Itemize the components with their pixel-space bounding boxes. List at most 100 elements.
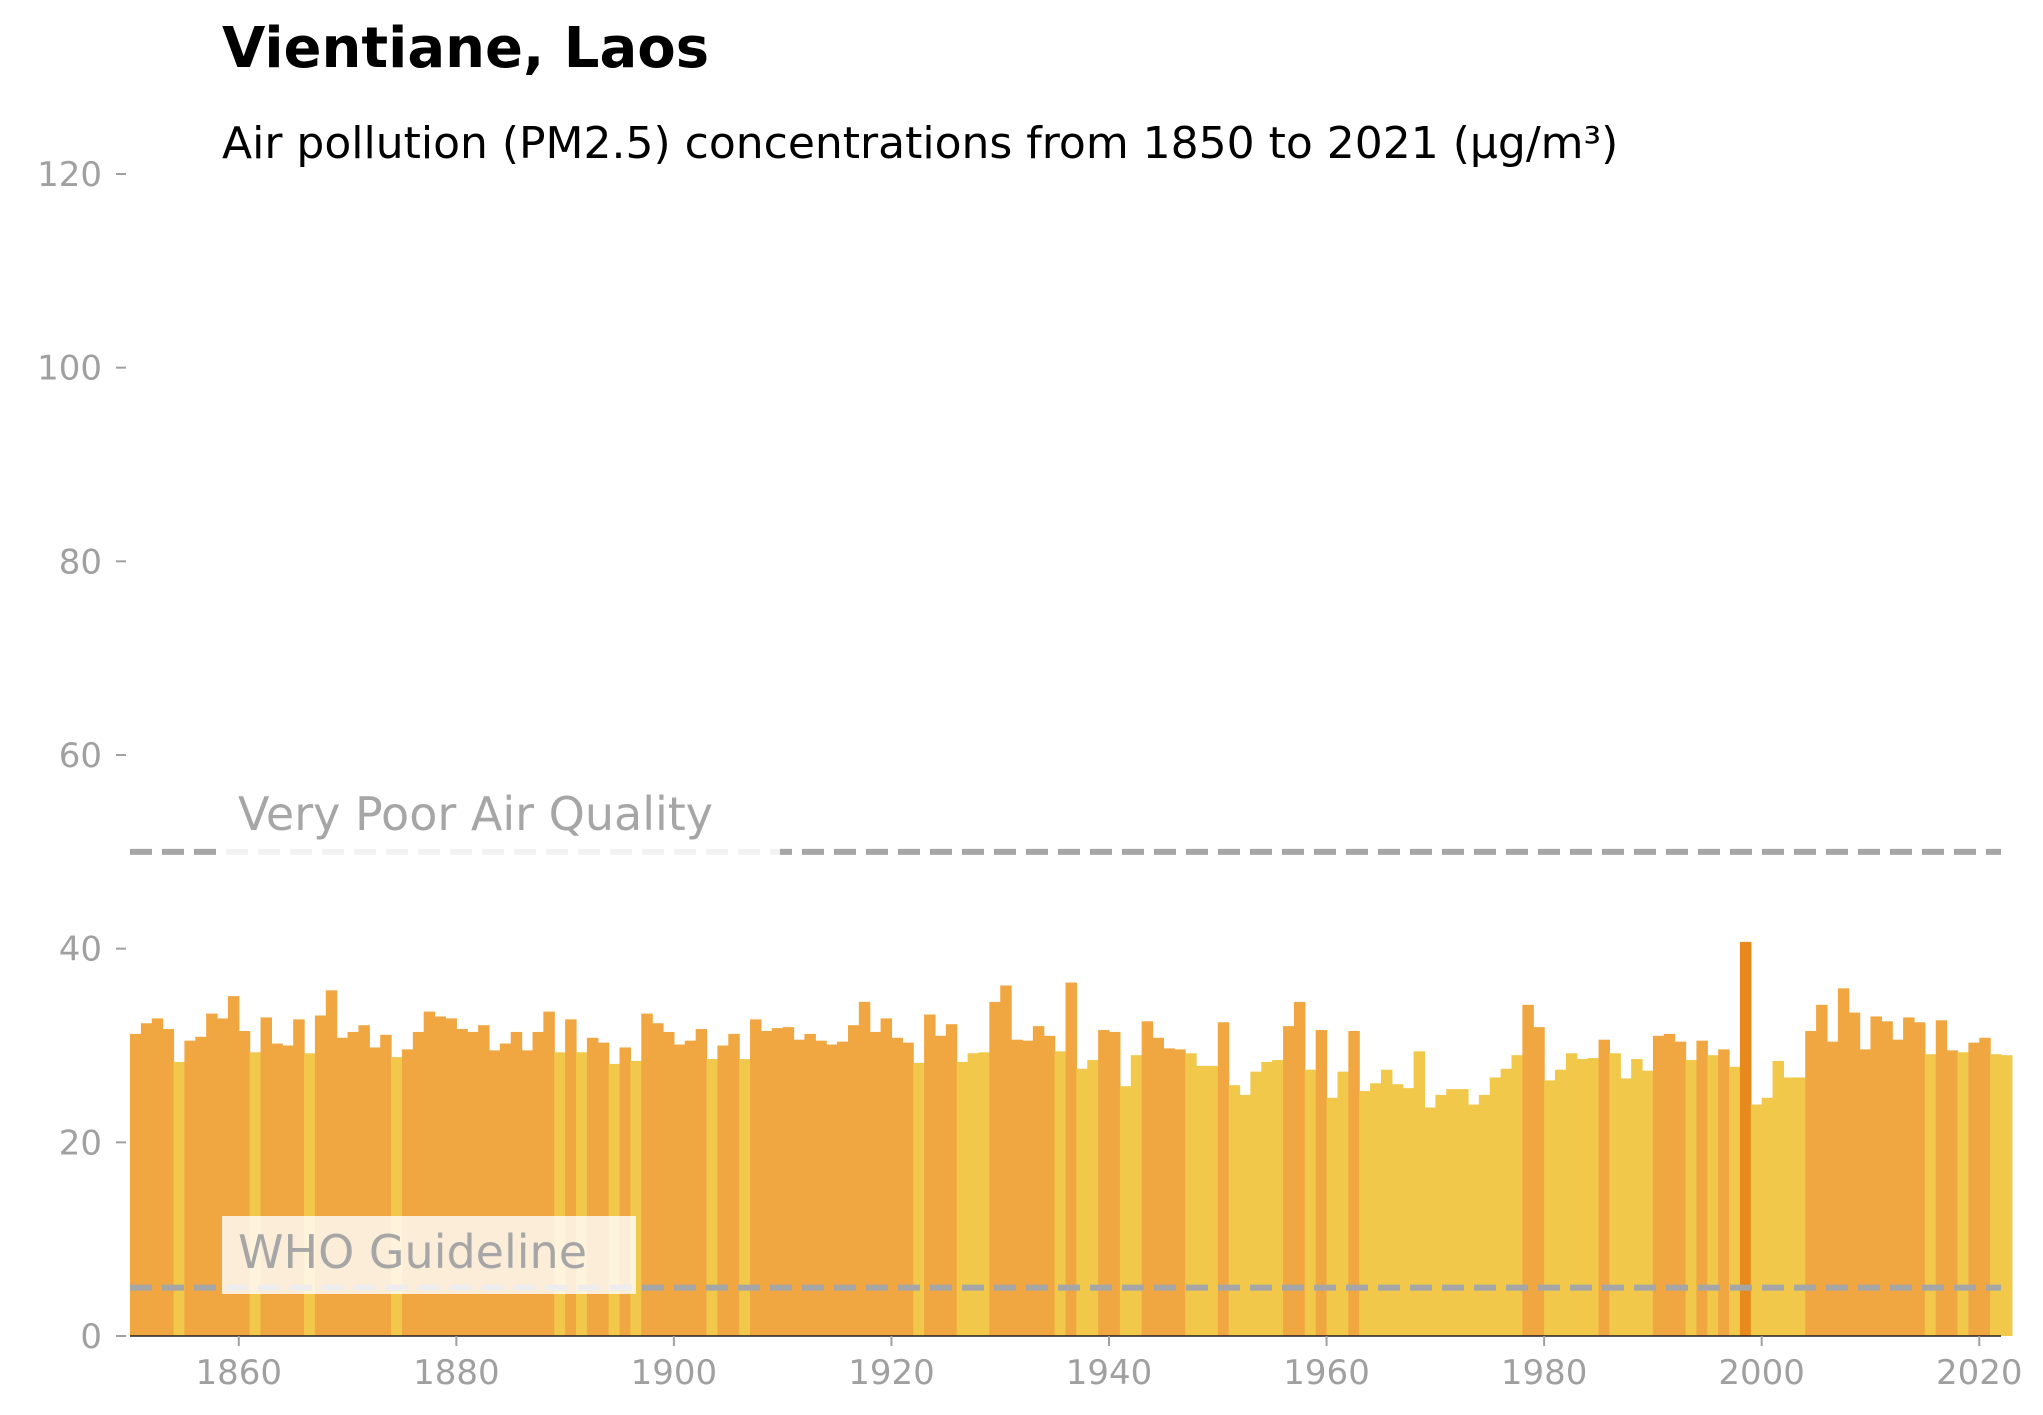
bar-1932 [1021,1040,1034,1336]
bar-1894 [608,1063,621,1336]
bar-1930 [1000,985,1012,1336]
bar-1887 [532,1031,544,1336]
bar-2015 [1924,1054,1937,1336]
bar-1904 [717,1045,729,1336]
bar-1975 [1489,1077,1502,1336]
bar-1875 [401,1049,414,1336]
bar-1982 [1565,1053,1578,1336]
bar-1924 [934,1035,947,1336]
bar-1985 [1598,1039,1610,1336]
bar-1903 [706,1059,719,1336]
bar-1928 [978,1052,990,1336]
bar-1947 [1185,1053,1197,1336]
bar-1986 [1609,1053,1621,1336]
bar-1926 [956,1061,969,1336]
bar-1857 [206,1013,218,1336]
bar-1937 [1076,1068,1088,1336]
bar-1918 [869,1031,882,1336]
bar-1851 [140,1023,153,1336]
bar-1990 [1652,1035,1665,1336]
bar-2016 [1935,1020,1948,1336]
bar-1897 [641,1013,653,1336]
bar-2009 [1859,1049,1872,1336]
very-poor-label-bg [220,781,780,856]
bar-1965 [1380,1069,1393,1336]
who-guideline-label: WHO Guideline [238,1225,587,1279]
bar-1974 [1478,1094,1491,1336]
bar-1900 [673,1044,686,1336]
bar-1873 [380,1034,392,1336]
bar-1901 [684,1040,697,1336]
y-tick-label-60: 60 [59,736,102,776]
bar-1971 [1446,1089,1458,1336]
bar-1936 [1065,982,1077,1336]
y-tick-label-40: 40 [59,930,102,970]
bar-1970 [1435,1094,1447,1336]
bar-2000 [1761,1097,1774,1336]
bar-1977 [1511,1055,1523,1336]
bar-1889 [554,1052,566,1336]
bar-2003 [1794,1077,1806,1336]
bar-1895 [619,1047,631,1336]
bar-1956 [1283,1026,1295,1336]
bar-1891 [575,1052,588,1336]
bar-1888 [543,1011,555,1336]
bar-2005 [1816,1004,1828,1336]
bar-1931 [1011,1039,1023,1336]
bar-1992 [1674,1041,1687,1336]
bar-1943 [1141,1021,1154,1336]
bars-layer [130,941,2013,1336]
bar-2013 [1903,1017,1915,1336]
bar-1863 [271,1043,283,1336]
bar-1915 [837,1041,849,1336]
bar-1959 [1315,1030,1328,1336]
bar-1909 [771,1028,784,1336]
bar-1967 [1402,1088,1415,1336]
bar-1905 [728,1033,740,1336]
bar-1856 [195,1036,207,1336]
bar-1871 [358,1025,370,1336]
bar-1962 [1348,1030,1360,1336]
bar-1933 [1032,1026,1045,1336]
bar-1929 [989,1001,1001,1336]
bar-1957 [1293,1001,1306,1336]
bar-1963 [1359,1091,1371,1336]
who-label-bg [222,1216,636,1294]
bar-1881 [467,1031,479,1336]
bar-1919 [880,1018,893,1336]
bar-1908 [760,1030,773,1336]
bar-1942 [1130,1055,1143,1336]
bar-1996 [1718,1049,1730,1336]
bar-1882 [478,1025,490,1336]
bar-1946 [1174,1049,1186,1336]
bar-2008 [1848,1012,1861,1336]
bar-1872 [369,1047,381,1336]
bar-1877 [423,1011,436,1336]
bar-1876 [412,1031,425,1336]
bar-2010 [1870,1016,1882,1336]
bar-1949 [1206,1065,1219,1336]
bar-1997 [1729,1066,1741,1336]
bar-2019 [1968,1042,1980,1336]
bar-1912 [804,1033,816,1336]
bar-1993 [1685,1060,1698,1336]
bar-1951 [1228,1085,1241,1336]
bar-1999 [1750,1104,1763,1336]
bar-1927 [967,1053,980,1336]
bar-1850 [130,1033,142,1336]
bar-1945 [1163,1048,1175,1336]
bar-1883 [488,1050,501,1336]
axes: 1860 1880 1900 1920 1940 1960 1980 2000 2020 0 20 4… [37,155,2022,1393]
x-tick-label-1980: 1980 [1501,1353,1588,1393]
bar-1855 [184,1040,196,1336]
bar-1868 [325,990,338,1336]
x-tick-label-1960: 1960 [1283,1353,1370,1393]
bar-1906 [739,1059,751,1336]
bar-2022 [2001,1055,2013,1336]
bar-1916 [847,1025,860,1336]
bar-2007 [1837,988,1850,1336]
bar-1976 [1500,1068,1513,1336]
bar-1914 [826,1044,838,1336]
bar-1953 [1250,1071,1262,1336]
bar-1948 [1196,1065,1208,1336]
